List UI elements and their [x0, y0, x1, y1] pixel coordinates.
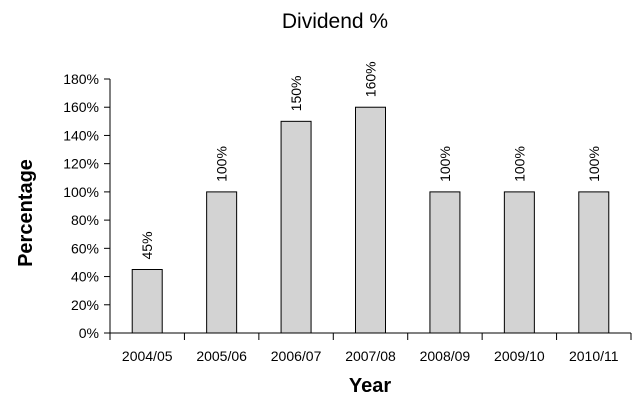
y-tick-label: 80% — [71, 212, 99, 228]
bar-series — [131, 106, 610, 334]
x-tick-label: 2004/05 — [122, 348, 173, 364]
x-tick-label: 2005/06 — [196, 348, 247, 364]
y-tick-label: 20% — [71, 297, 99, 313]
y-tick-label: 140% — [63, 127, 99, 143]
axes — [109, 79, 631, 334]
bar — [578, 191, 610, 334]
x-tick-label: 2008/09 — [420, 348, 471, 364]
y-axis-title: Percentage — [15, 159, 37, 267]
bar-data-label: 160% — [363, 61, 379, 97]
data-labels: 45% 100% 150% 160% 100% 100% 100% — [139, 61, 602, 259]
x-axis-ticks: 2004/05 2005/06 2006/07 2007/08 2008/09 2009/… — [109, 333, 632, 364]
bar-data-label: 100% — [214, 146, 230, 182]
y-tick-label: 100% — [63, 184, 99, 200]
y-axis-ticks: 0% 20% 40% 60% 80% 100% 120% 140% 160% 180% — [63, 71, 110, 341]
bar-data-label: 150% — [288, 76, 304, 112]
bar-data-label: 45% — [139, 231, 155, 259]
bar-data-label: 100% — [586, 146, 602, 182]
y-tick-label: 120% — [63, 156, 99, 172]
bar — [355, 106, 386, 334]
bar-data-label: 100% — [437, 146, 453, 182]
y-tick-label: 0% — [79, 325, 99, 341]
bar — [503, 191, 535, 334]
bar-data-label: 100% — [511, 146, 527, 182]
x-tick-label: 2010/11 — [569, 348, 619, 364]
chart-title: Dividend % — [282, 10, 388, 33]
y-tick-label: 40% — [71, 269, 99, 285]
x-tick-label: 2009/10 — [494, 348, 545, 364]
bar — [131, 269, 163, 334]
y-tick-label: 60% — [71, 240, 99, 256]
x-axis-title: Year — [349, 375, 391, 396]
bar — [280, 120, 312, 334]
bar — [429, 191, 461, 334]
y-tick-label: 180% — [63, 71, 99, 87]
x-tick-label: 2006/07 — [271, 348, 322, 364]
x-tick-label: 2007/08 — [345, 348, 396, 364]
y-tick-label: 160% — [63, 99, 99, 115]
bar — [206, 191, 238, 334]
